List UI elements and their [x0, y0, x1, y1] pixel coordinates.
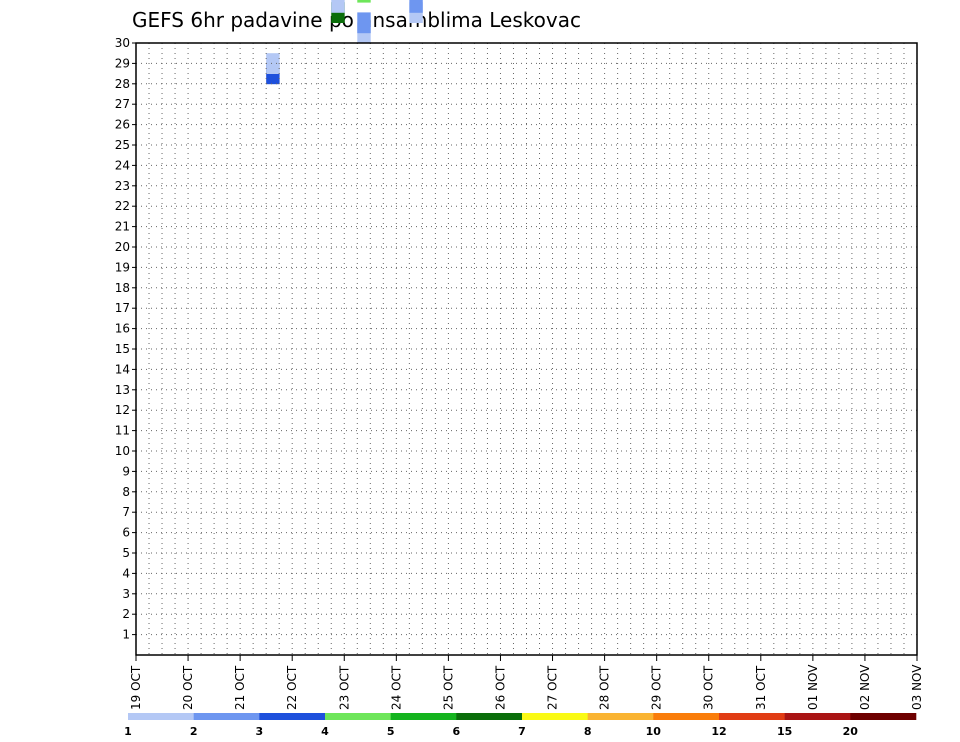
- x-tick-label: 31 OCT: [754, 665, 768, 710]
- y-tick-label: 12: [115, 403, 130, 417]
- colorbar-swatch: [522, 713, 588, 720]
- x-tick-label: 26 OCT: [494, 665, 508, 710]
- y-tick-label: 21: [115, 220, 130, 234]
- colorbar-label: 7: [518, 725, 526, 738]
- colorbar-swatch: [128, 713, 194, 720]
- x-tick-label: 20 OCT: [181, 665, 195, 710]
- y-tick-label: 29: [115, 56, 130, 70]
- colorbar-label: 20: [843, 725, 859, 738]
- x-tick-label: 21 OCT: [233, 665, 247, 710]
- y-tick-label: 13: [115, 383, 130, 397]
- colorbar-label: 1: [124, 725, 132, 738]
- grid-layer: [135, 42, 918, 655]
- y-tick-label: 24: [115, 158, 130, 172]
- y-tick-label: 7: [122, 505, 130, 519]
- y-tick-label: 9: [122, 464, 130, 478]
- colorbar-label: 3: [255, 725, 263, 738]
- y-tick-label: 19: [115, 260, 130, 274]
- colorbar-label: 10: [646, 725, 662, 738]
- colorbar-swatch: [193, 713, 260, 720]
- x-tick-label: 25 OCT: [441, 665, 455, 710]
- x-tick-label: 23 OCT: [337, 665, 351, 710]
- colorbar-label: 2: [190, 725, 198, 738]
- y-tick-label: 2: [122, 607, 130, 621]
- axes-layer: 1234567891011121314151617181920212223242…: [115, 36, 924, 710]
- y-tick-label: 3: [122, 587, 130, 601]
- y-tick-label: 14: [115, 362, 130, 376]
- y-tick-label: 4: [122, 566, 130, 580]
- y-tick-label: 17: [115, 301, 130, 315]
- y-tick-label: 15: [115, 342, 130, 356]
- y-tick-label: 27: [115, 97, 130, 111]
- colorbar-label: 12: [711, 725, 726, 738]
- colorbar-swatch: [456, 713, 523, 720]
- y-tick-label: 20: [115, 240, 130, 254]
- x-tick-label: 19 OCT: [129, 665, 143, 710]
- y-tick-label: 16: [115, 322, 130, 336]
- x-tick-label: 29 OCT: [650, 665, 664, 710]
- colorbar-swatch: [653, 713, 720, 720]
- plot-frame: [135, 42, 918, 656]
- heatmap-cell: [357, 0, 371, 3]
- x-tick-label: 28 OCT: [598, 665, 612, 710]
- colorbar-swatch: [325, 713, 391, 720]
- colorbar-swatch: [587, 713, 654, 720]
- colorbar-swatch: [390, 713, 457, 720]
- y-tick-label: 8: [122, 485, 130, 499]
- heatmap-cell: [331, 0, 345, 13]
- x-tick-label: 27 OCT: [546, 665, 560, 710]
- colorbar-swatch: [719, 713, 785, 720]
- y-tick-label: 30: [115, 36, 130, 50]
- colorbar-label: 8: [584, 725, 592, 738]
- x-tick-label: 03 NOV: [910, 664, 924, 710]
- x-tick-label: 01 NOV: [806, 664, 820, 710]
- y-tick-label: 26: [115, 118, 130, 132]
- y-tick-label: 18: [115, 281, 130, 295]
- x-tick-label: 02 NOV: [858, 664, 872, 710]
- heatmap-cell: [357, 12, 371, 34]
- colorbar-swatch: [850, 713, 917, 720]
- y-tick-label: 11: [115, 424, 130, 438]
- y-tick-label: 25: [115, 138, 130, 152]
- colorbar-label: 6: [452, 725, 460, 738]
- colorbar-label: 5: [387, 725, 395, 738]
- x-tick-label: 22 OCT: [285, 665, 299, 710]
- heatmap-cell: [266, 53, 280, 74]
- chart-title: GEFS 6hr padavine po ansamblima Leskovac: [132, 8, 581, 32]
- cells-layer: [266, 0, 423, 85]
- colorbar-label: 15: [777, 725, 792, 738]
- y-tick-label: 23: [115, 179, 130, 193]
- colorbar-label: 4: [321, 725, 329, 738]
- y-tick-label: 5: [122, 546, 130, 560]
- colorbar: 1 2 3 4 5 6 7 8 10 12 15 20: [124, 713, 917, 738]
- y-tick-label: 22: [115, 199, 130, 213]
- y-tick-label: 6: [122, 526, 130, 540]
- heatmap-cell: [409, 0, 423, 13]
- y-tick-label: 1: [122, 628, 130, 642]
- y-tick-label: 10: [115, 444, 130, 458]
- x-tick-label: 24 OCT: [389, 665, 403, 710]
- colorbar-swatch: [784, 713, 851, 720]
- colorbar-swatch: [259, 713, 326, 720]
- x-tick-label: 30 OCT: [702, 665, 716, 710]
- y-tick-label: 28: [115, 77, 130, 91]
